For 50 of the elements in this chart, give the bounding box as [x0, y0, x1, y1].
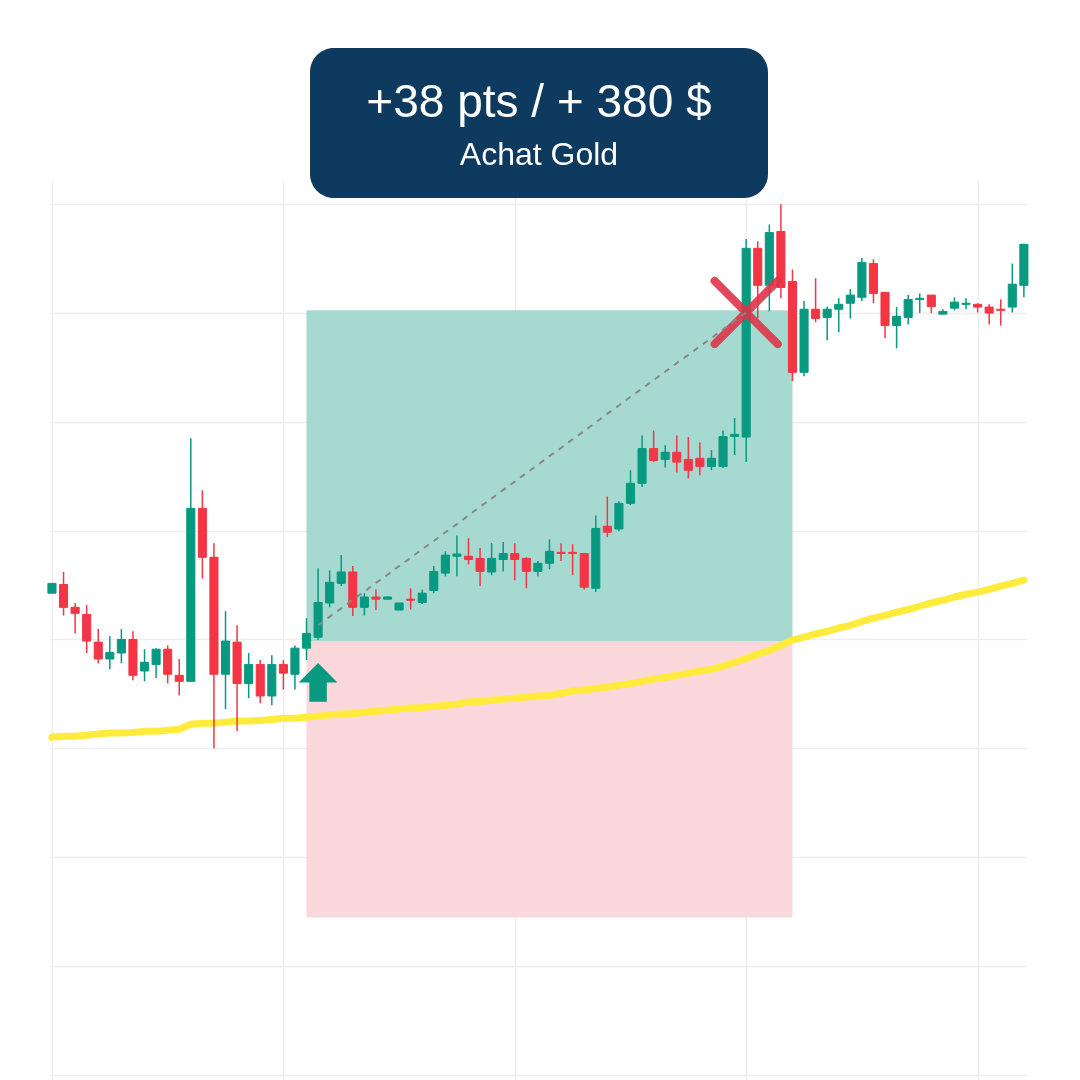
- candlestick: [498, 541, 508, 573]
- candlestick: [695, 441, 705, 476]
- candlestick: [892, 306, 902, 350]
- candlestick: [174, 658, 184, 697]
- candlestick: [730, 417, 740, 456]
- candlestick: [151, 647, 161, 679]
- candlestick: [336, 554, 346, 587]
- candlestick: [903, 294, 913, 326]
- candlestick: [811, 277, 821, 324]
- chart-title: +38 pts / + 380 $: [366, 75, 712, 127]
- candlestick: [568, 543, 578, 576]
- candlestick: [683, 436, 693, 480]
- candlestick: [116, 628, 126, 665]
- candlestick: [510, 542, 520, 581]
- candlestick: [660, 444, 670, 469]
- candlestick: [1007, 262, 1017, 314]
- candlestick: [105, 635, 115, 671]
- candlestick: [278, 659, 288, 691]
- candlestick: [915, 292, 925, 314]
- candlestick: [602, 495, 612, 538]
- candlestick: [301, 617, 312, 661]
- candlestick: [984, 303, 994, 326]
- candlestick: [359, 592, 369, 617]
- candlestick: [521, 556, 531, 590]
- candlestick: [706, 449, 717, 471]
- candlestick: [822, 305, 832, 341]
- candlestick: [452, 534, 462, 578]
- candlestick: [70, 602, 80, 635]
- candlestick: [625, 469, 636, 506]
- candlestick: [845, 288, 855, 320]
- candlestick: [429, 565, 439, 594]
- candlestick: [244, 652, 254, 699]
- candlestick: [475, 547, 485, 587]
- candlestick: [93, 628, 103, 665]
- candlestick: [672, 434, 682, 474]
- candlestick: [649, 429, 659, 463]
- candlestick: [139, 648, 150, 683]
- candlestick: [556, 542, 566, 562]
- candlestick: [440, 550, 450, 578]
- candlestick: [996, 298, 1006, 327]
- candlestick: [544, 538, 555, 571]
- candlestick: [371, 588, 381, 611]
- candlestick: [487, 542, 497, 576]
- candlestick: [961, 297, 971, 310]
- chart-subtitle: Achat Gold: [459, 136, 619, 172]
- candlestick: [406, 587, 416, 611]
- candlestick: [325, 569, 335, 609]
- candlestick: [58, 571, 69, 617]
- candlestick: [463, 537, 474, 566]
- candlestick: [834, 297, 844, 333]
